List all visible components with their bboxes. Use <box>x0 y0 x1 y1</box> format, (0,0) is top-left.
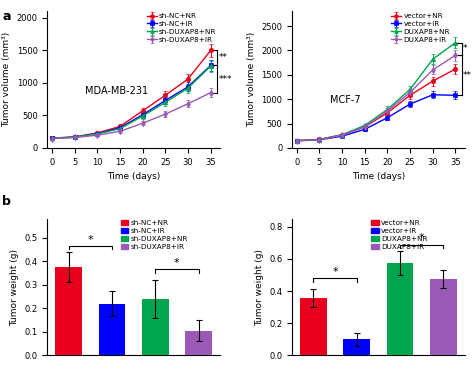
Text: **: ** <box>219 53 228 62</box>
Text: MDA-MB-231: MDA-MB-231 <box>85 86 148 96</box>
X-axis label: Time (days): Time (days) <box>107 172 160 181</box>
Bar <box>99 304 125 355</box>
Text: *: * <box>463 44 468 53</box>
Bar <box>55 267 82 355</box>
Bar <box>185 330 212 355</box>
X-axis label: Time (days): Time (days) <box>352 172 405 181</box>
Text: b: b <box>2 195 11 208</box>
Bar <box>343 339 370 355</box>
Legend: sh-NC+NR, sh-NC+IR, sh-DUXAP8+NR, sh-DUXAP8+IR: sh-NC+NR, sh-NC+IR, sh-DUXAP8+NR, sh-DUX… <box>146 12 217 44</box>
Y-axis label: Tumor volume (mm³): Tumor volume (mm³) <box>247 32 256 127</box>
Text: *: * <box>332 267 338 277</box>
Y-axis label: Tumor weight (g): Tumor weight (g) <box>255 249 264 325</box>
Text: a: a <box>2 10 11 23</box>
Text: ***: *** <box>219 74 232 84</box>
Bar <box>300 298 327 355</box>
Text: *: * <box>419 233 424 243</box>
Text: **: ** <box>463 71 472 80</box>
Y-axis label: Tumor volume (mm³): Tumor volume (mm³) <box>2 32 11 127</box>
Y-axis label: Tumor weight (g): Tumor weight (g) <box>10 249 19 325</box>
Text: *: * <box>88 235 93 244</box>
Legend: sh-NC+NR, sh-NC+IR, sh-DUXAP8+NR, sh-DUXAP8+IR: sh-NC+NR, sh-NC+IR, sh-DUXAP8+NR, sh-DUX… <box>120 220 189 251</box>
Bar <box>430 279 456 355</box>
Bar <box>142 299 169 355</box>
Legend: vector+NR, vector+IR, DUXAP8+NR, DUXAP8+IR: vector+NR, vector+IR, DUXAP8+NR, DUXAP8+… <box>370 220 428 251</box>
Legend: vector+NR, vector+IR, DUXAP8+NR, DUXAP8+IR: vector+NR, vector+IR, DUXAP8+NR, DUXAP8+… <box>391 12 451 44</box>
Bar <box>387 263 413 355</box>
Text: MCF-7: MCF-7 <box>330 95 361 105</box>
Text: *: * <box>174 258 180 268</box>
